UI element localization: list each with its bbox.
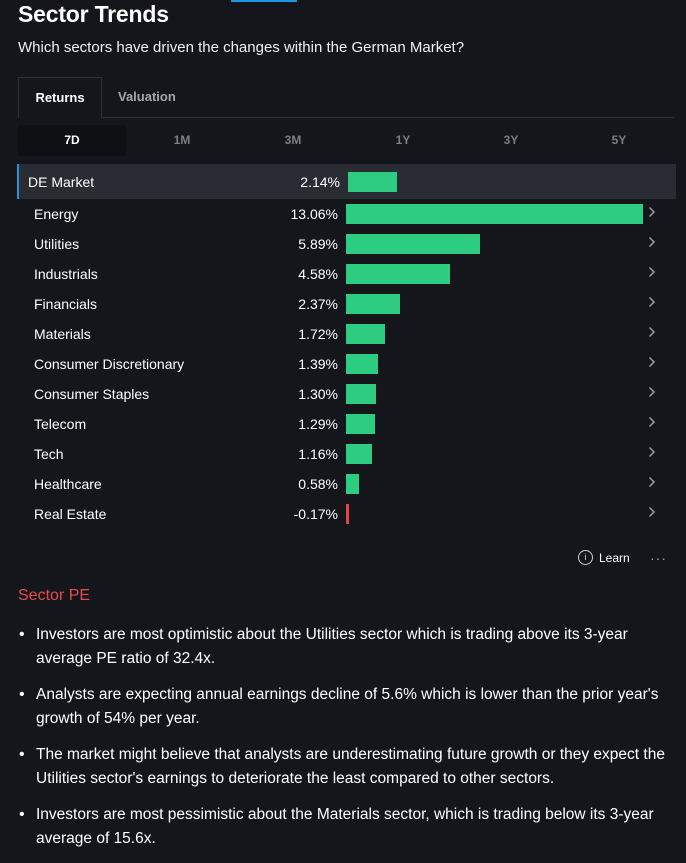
chevron-right-icon[interactable] — [648, 326, 658, 340]
sector-bar — [346, 234, 480, 254]
tab-valuation[interactable]: Valuation — [118, 89, 176, 104]
sector-label: Healthcare — [34, 476, 102, 492]
sector-bar — [346, 294, 400, 314]
chevron-right-icon[interactable] — [648, 296, 658, 310]
list-item: • Investors are most pessimistic about th… — [18, 803, 678, 851]
period-3y[interactable]: 3Y — [503, 133, 519, 147]
sector-value: 1.30% — [298, 386, 338, 402]
list-item: • Analysts are expecting annual earnings … — [18, 683, 678, 731]
top-accent-bar — [231, 0, 297, 2]
bullet-icon: • — [19, 746, 25, 763]
chevron-right-icon[interactable] — [648, 386, 658, 400]
sector-label: Industrials — [34, 266, 98, 282]
period-1m[interactable]: 1M — [173, 133, 191, 147]
sector-bar — [346, 414, 376, 434]
chevron-right-icon[interactable] — [648, 476, 658, 490]
chevron-right-icon[interactable] — [648, 446, 658, 460]
sector-label: Consumer Discretionary — [34, 356, 185, 372]
chevron-right-icon[interactable] — [648, 266, 658, 280]
period-5y[interactable]: 5Y — [611, 133, 627, 147]
tab-bar: Returns Valuation — [18, 77, 674, 119]
sector-value: 0.58% — [298, 476, 338, 492]
period-selector: 7D 1M 3M 1Y 3Y 5Y — [18, 125, 674, 157]
sector-value: 1.72% — [298, 326, 338, 342]
sector-bar — [346, 354, 378, 374]
sector-bar — [346, 474, 360, 494]
more-options-icon[interactable]: ··· — [650, 550, 667, 566]
tab-returns[interactable]: Returns — [18, 77, 102, 119]
table-row[interactable]: Consumer Staples 1.30% — [17, 379, 674, 409]
sector-pe-heading: Sector PE — [18, 587, 91, 604]
sector-value: 2.14% — [300, 173, 340, 190]
sector-label: Energy — [34, 206, 79, 222]
sector-value: 1.16% — [298, 446, 338, 462]
sector-value: 1.29% — [298, 416, 338, 432]
sector-bar — [346, 504, 349, 524]
sector-label: DE Market — [28, 173, 95, 190]
table-row[interactable]: Healthcare 0.58% — [17, 469, 674, 499]
bullet-icon: • — [19, 686, 25, 703]
sector-bar — [346, 384, 376, 404]
sector-value: 2.37% — [298, 296, 338, 312]
bullet-text: Analysts are expecting annual earnings d… — [36, 686, 659, 727]
period-3m[interactable]: 3M — [284, 133, 302, 147]
bullet-icon: • — [19, 626, 25, 643]
info-icon: i — [578, 550, 593, 565]
sector-value: 1.39% — [298, 356, 338, 372]
list-item: • Investors are most optimistic about the… — [18, 623, 678, 671]
sector-value: 5.89% — [298, 236, 338, 252]
page-subtitle: Which sectors have driven the changes wi… — [18, 39, 465, 56]
table-row[interactable]: Consumer Discretionary 1.39% — [17, 349, 674, 379]
sector-label: Consumer Staples — [34, 386, 150, 402]
table-row[interactable]: Tech 1.16% — [17, 439, 674, 469]
sector-bar — [346, 264, 451, 284]
table-row[interactable]: Real Estate -0.17% — [17, 499, 674, 529]
chevron-right-icon[interactable] — [648, 356, 658, 370]
sector-label: Tech — [34, 446, 64, 462]
sector-bar — [348, 171, 397, 192]
chevron-right-icon[interactable] — [648, 416, 658, 430]
sector-value: 4.58% — [298, 266, 338, 282]
sector-value: 13.06% — [290, 206, 338, 222]
market-row: DE Market 2.14% — [17, 164, 676, 199]
chevron-right-icon[interactable] — [648, 506, 658, 520]
sector-label: Materials — [34, 326, 91, 342]
sector-label: Telecom — [34, 416, 87, 432]
sector-label: Utilities — [34, 236, 80, 252]
list-item: • The market might believe that analysts … — [18, 743, 678, 791]
chevron-right-icon[interactable] — [648, 206, 658, 220]
table-row[interactable]: Utilities 5.89% — [17, 229, 674, 259]
chevron-right-icon[interactable] — [648, 236, 658, 250]
page-title: Sector Trends — [18, 1, 169, 27]
table-row[interactable]: Financials 2.37% — [17, 289, 674, 319]
period-1y[interactable]: 1Y — [395, 133, 411, 147]
period-7d[interactable]: 7D — [18, 125, 126, 156]
table-row[interactable]: Materials 1.72% — [17, 319, 674, 349]
learn-label: Learn — [599, 550, 630, 565]
sector-label: Real Estate — [34, 506, 107, 522]
learn-button[interactable]: i Learn — [578, 550, 630, 565]
table-row[interactable]: Telecom 1.29% — [17, 409, 674, 439]
sector-value: -0.17% — [293, 506, 338, 522]
sector-label: Financials — [34, 296, 98, 312]
sector-bar — [346, 444, 373, 464]
bullet-text: Investors are most pessimistic about the… — [36, 806, 654, 847]
sector-bar — [346, 324, 386, 344]
sector-bar — [346, 204, 643, 224]
bullet-text: The market might believe that analysts a… — [36, 746, 665, 787]
table-row[interactable]: Industrials 4.58% — [17, 259, 674, 289]
bullet-icon: • — [19, 806, 25, 823]
sector-pe-list: • Investors are most optimistic about the… — [18, 623, 678, 863]
bullet-text: Investors are most optimistic about the … — [36, 626, 628, 667]
table-row[interactable]: Energy 13.06% — [17, 199, 674, 229]
